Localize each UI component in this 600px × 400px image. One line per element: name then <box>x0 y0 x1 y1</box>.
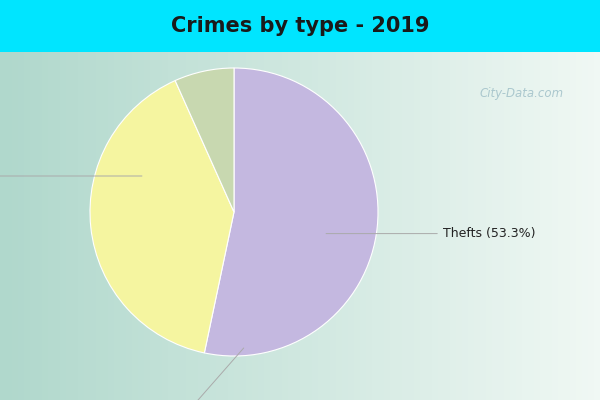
Text: City-Data.com: City-Data.com <box>480 87 564 100</box>
Text: Crimes by type - 2019: Crimes by type - 2019 <box>171 16 429 36</box>
Wedge shape <box>205 68 378 356</box>
Wedge shape <box>175 68 234 212</box>
Text: Auto thefts (6.7%): Auto thefts (6.7%) <box>126 348 244 400</box>
Text: Assaults (40.0%): Assaults (40.0%) <box>0 170 142 182</box>
Text: Thefts (53.3%): Thefts (53.3%) <box>326 227 535 240</box>
Wedge shape <box>90 80 234 353</box>
